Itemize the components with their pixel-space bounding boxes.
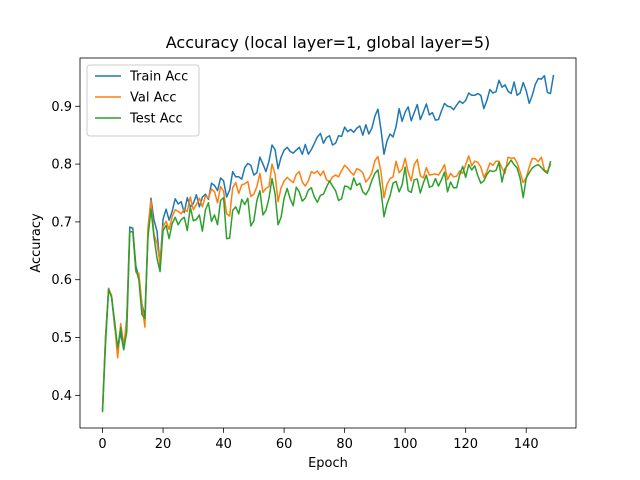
legend: Train Acc Val Acc Test Acc: [86, 64, 200, 137]
x-tick-label: 0: [98, 437, 106, 452]
y-tick-label: 0.7: [51, 215, 72, 230]
x-tick-label: 40: [215, 437, 232, 452]
y-tick-label: 0.5: [51, 331, 72, 346]
x-tick-label: 20: [155, 437, 172, 452]
chart-title: Accuracy (local layer=1, global layer=5): [166, 33, 491, 52]
legend-label: Train Acc: [129, 70, 188, 85]
x-axis-ticks: 0 20 40 60 80 100 120 140: [98, 428, 539, 452]
series-line-val-acc: [101, 155, 552, 411]
x-tick-label: 60: [276, 437, 293, 452]
legend-label: Test Acc: [129, 112, 183, 127]
x-axis-label: Epoch: [308, 456, 348, 471]
series-line-test-acc: [101, 159, 552, 413]
plot-frame: [79, 57, 577, 429]
x-tick-label: 140: [514, 437, 539, 452]
y-tick-label: 0.4: [51, 389, 72, 404]
x-tick-label: 100: [393, 437, 418, 452]
series-line-train-acc: [101, 74, 555, 410]
series-layer: [101, 74, 555, 413]
y-tick-label: 0.9: [51, 100, 72, 115]
y-axis-label: Accuracy: [29, 213, 44, 273]
x-tick-label: 80: [336, 437, 353, 452]
x-tick-label: 120: [453, 437, 478, 452]
y-axis-ticks: 0.4 0.5 0.6 0.7 0.8 0.9: [51, 100, 80, 404]
y-tick-label: 0.8: [51, 158, 72, 173]
legend-label: Val Acc: [130, 91, 177, 106]
y-tick-label: 0.6: [51, 273, 72, 288]
